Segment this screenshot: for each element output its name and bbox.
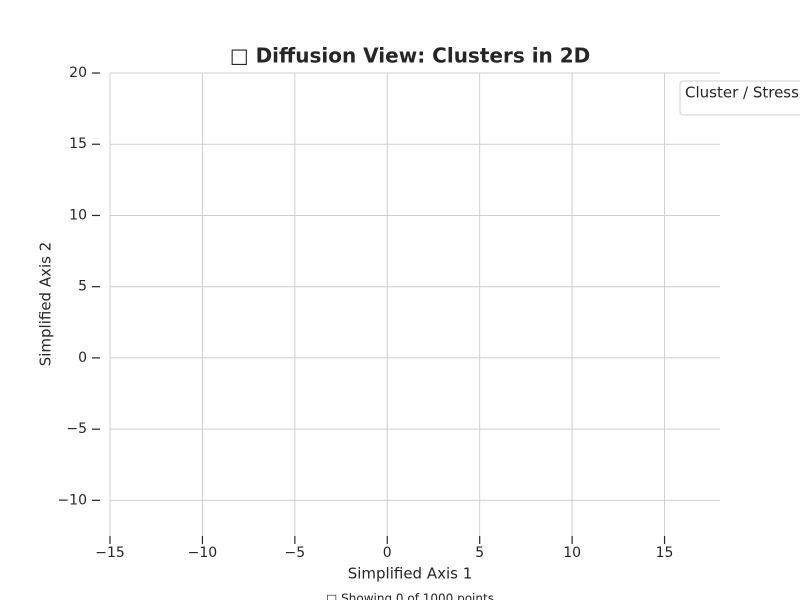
y-tick-label: 5 <box>78 279 87 295</box>
x-tick-label: 0 <box>383 545 392 561</box>
y-tick-label: 0 <box>78 350 87 366</box>
legend-box <box>679 80 800 116</box>
x-tick-label: 10 <box>563 545 581 561</box>
x-tick-label: −15 <box>95 545 125 561</box>
footer-note: □ Showing 0 of 1000 points <box>326 592 494 600</box>
y-tick-label: −5 <box>66 421 87 437</box>
x-tick-label: 15 <box>656 545 674 561</box>
plot-area: −10 −5 0 5 10 15 20 −15 −10 −5 0 5 10 15 <box>57 65 720 561</box>
y-tick-label: 20 <box>69 65 87 81</box>
y-tick-label: −10 <box>57 492 87 508</box>
y-tick-label: 10 <box>69 207 87 223</box>
x-axis-label: Simplified Axis 1 <box>348 565 473 583</box>
x-tick-label: −5 <box>285 545 306 561</box>
legend-title: Cluster / Stress <box>685 84 799 102</box>
y-axis-label: Simplified Axis 2 <box>37 242 55 367</box>
x-tick-label: 5 <box>475 545 484 561</box>
x-tick-label: −10 <box>188 545 218 561</box>
chart-title: □ Diffusion View: Clusters in 2D <box>230 44 591 68</box>
y-tick-label: 15 <box>69 136 87 152</box>
legend: Cluster / Stress <box>679 80 800 116</box>
